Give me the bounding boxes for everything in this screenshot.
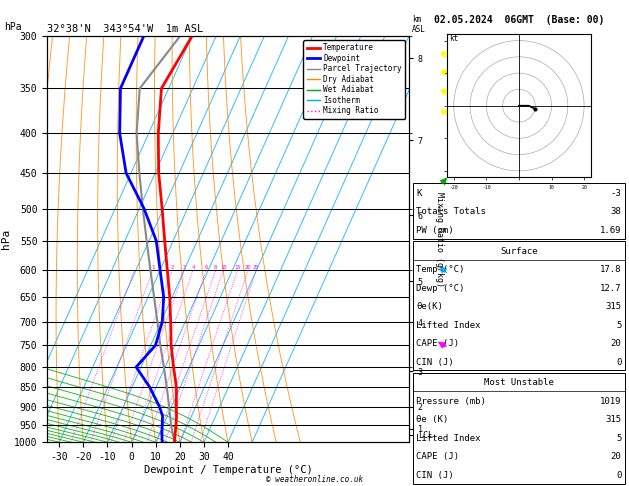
Text: 25: 25 (253, 265, 259, 270)
Text: 6: 6 (204, 265, 208, 270)
Text: Most Unstable: Most Unstable (484, 379, 554, 387)
Text: 15: 15 (234, 265, 241, 270)
Text: CIN (J): CIN (J) (416, 358, 454, 366)
Text: CIN (J): CIN (J) (416, 471, 454, 480)
Text: 20: 20 (611, 452, 621, 461)
Text: 1019: 1019 (600, 397, 621, 406)
Text: 12.7: 12.7 (600, 284, 621, 293)
Text: 4: 4 (192, 265, 195, 270)
Text: 20: 20 (245, 265, 251, 270)
Text: -3: -3 (611, 189, 621, 198)
Text: 5: 5 (616, 434, 621, 443)
Text: kt: kt (449, 34, 458, 43)
Text: 8: 8 (214, 265, 218, 270)
Text: Surface: Surface (500, 247, 538, 256)
Text: km
ASL: km ASL (412, 15, 426, 34)
Text: 315: 315 (605, 302, 621, 311)
Text: Temp (°C): Temp (°C) (416, 265, 465, 274)
Text: CAPE (J): CAPE (J) (416, 452, 459, 461)
Text: 38: 38 (611, 208, 621, 216)
Text: θe(K): θe(K) (416, 302, 443, 311)
Text: 17.8: 17.8 (600, 265, 621, 274)
Text: © weatheronline.co.uk: © weatheronline.co.uk (266, 474, 363, 484)
Text: Lifted Index: Lifted Index (416, 321, 481, 330)
Text: Totals Totals: Totals Totals (416, 208, 486, 216)
Text: 32°38'N  343°54'W  1m ASL: 32°38'N 343°54'W 1m ASL (47, 24, 203, 35)
Text: hPa: hPa (4, 21, 22, 32)
Text: Dewp (°C): Dewp (°C) (416, 284, 465, 293)
Text: Lifted Index: Lifted Index (416, 434, 481, 443)
Text: CAPE (J): CAPE (J) (416, 339, 459, 348)
Text: 0: 0 (616, 358, 621, 366)
Text: 0: 0 (616, 471, 621, 480)
Text: 315: 315 (605, 416, 621, 424)
Text: 20: 20 (611, 339, 621, 348)
Legend: Temperature, Dewpoint, Parcel Trajectory, Dry Adiabat, Wet Adiabat, Isotherm, Mi: Temperature, Dewpoint, Parcel Trajectory… (303, 40, 405, 119)
Text: 02.05.2024  06GMT  (Base: 00): 02.05.2024 06GMT (Base: 00) (434, 15, 604, 25)
Text: 5: 5 (616, 321, 621, 330)
Text: 10: 10 (220, 265, 226, 270)
X-axis label: Dewpoint / Temperature (°C): Dewpoint / Temperature (°C) (143, 465, 313, 475)
Text: 1.69: 1.69 (600, 226, 621, 235)
Text: 3: 3 (182, 265, 186, 270)
Y-axis label: Mixing Ratio (g/kg): Mixing Ratio (g/kg) (435, 192, 444, 287)
Text: 2: 2 (170, 265, 174, 270)
Text: PW (cm): PW (cm) (416, 226, 454, 235)
Text: θe (K): θe (K) (416, 416, 448, 424)
Y-axis label: hPa: hPa (1, 229, 11, 249)
Text: K: K (416, 189, 422, 198)
Text: Pressure (mb): Pressure (mb) (416, 397, 486, 406)
Text: 1: 1 (151, 265, 154, 270)
